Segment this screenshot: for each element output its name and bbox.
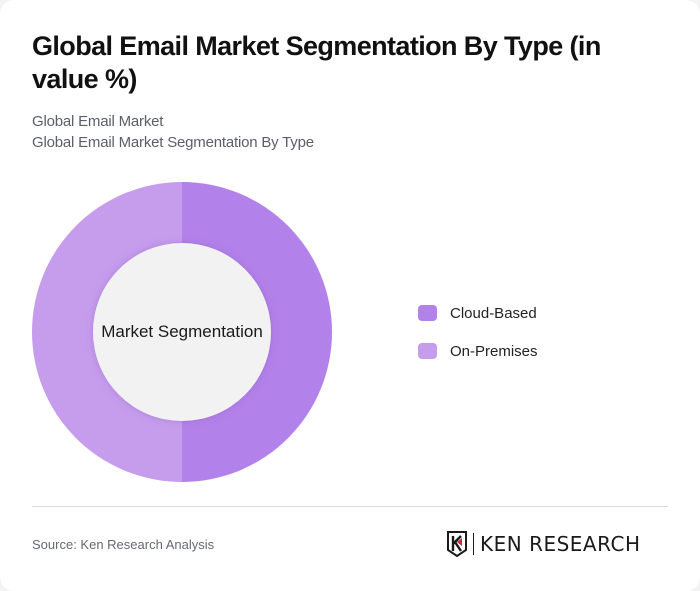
donut-chart xyxy=(32,182,332,482)
source-note: Source: Ken Research Analysis xyxy=(32,537,215,552)
ken-research-shield-icon xyxy=(447,531,467,557)
legend-item-on-premises[interactable]: On-Premises xyxy=(418,340,538,362)
chart-legend: Cloud-Based On-Premises xyxy=(418,302,538,378)
subtitle-market: Global Email Market xyxy=(32,113,164,130)
legend-label: Cloud-Based xyxy=(450,304,537,322)
legend-swatch-cloud-based xyxy=(418,305,437,321)
logo-separator xyxy=(473,533,474,555)
footer-divider xyxy=(32,506,668,507)
donut-hole xyxy=(93,243,271,421)
ken-research-logo: KEN RESEARCH xyxy=(446,530,641,558)
legend-label: On-Premises xyxy=(450,342,538,360)
legend-item-cloud-based[interactable]: Cloud-Based xyxy=(418,302,538,324)
chart-title: Global Email Market Segmentation By Type… xyxy=(32,31,601,94)
subtitle-segmentation: Global Email Market Segmentation By Type xyxy=(32,134,314,151)
logo-text: KEN RESEARCH xyxy=(480,532,641,556)
legend-swatch-on-premises xyxy=(418,343,437,359)
